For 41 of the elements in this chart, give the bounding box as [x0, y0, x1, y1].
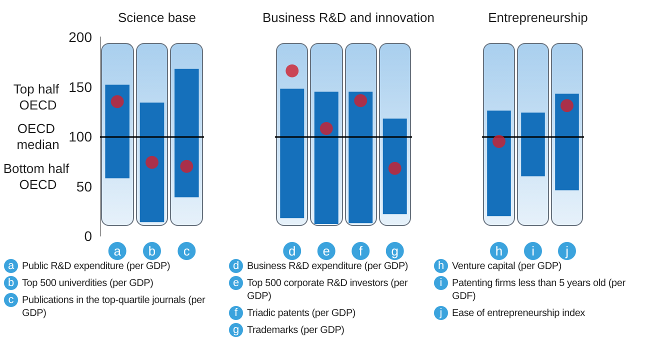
text: Triadic patents (per GDP): [247, 307, 356, 320]
text: Business R&D expenditure (per GDP): [247, 260, 408, 273]
y-tick-label: 200: [68, 29, 92, 45]
x-tick-label: a: [114, 244, 122, 258]
category-label: h: [438, 260, 444, 272]
category-label: g: [232, 324, 240, 336]
text: Top 500 univerdities (per GDP): [22, 277, 154, 290]
category-label: f: [234, 307, 238, 319]
category-label: b: [8, 277, 14, 289]
text: Bottom half OECD: [3, 160, 73, 192]
chart-title: Business R&D and innovation: [262, 10, 434, 25]
chart-title: Entrepreneurship: [488, 10, 588, 25]
y-tick-label: 150: [68, 78, 92, 95]
x-tick-label: c: [183, 244, 190, 258]
category-label: i: [440, 277, 442, 289]
category-label: j: [440, 307, 442, 319]
text: Public R&D expenditure (per GDP): [22, 260, 170, 273]
x-tick-label: e: [322, 244, 330, 258]
x-tick-label: b: [148, 244, 156, 258]
ref-line-label: OECD median: [16, 121, 60, 152]
text: Top half OECD: [13, 81, 63, 112]
category-label: a: [8, 260, 14, 272]
text: Venture capital (per GDP): [452, 260, 562, 273]
x-tick-label: f: [358, 244, 363, 258]
category-label: e: [232, 277, 240, 289]
category-label: c: [8, 294, 14, 306]
text: Top 500 corporate R&D investors (per GDP): [247, 277, 409, 303]
x-tick-label: g: [391, 244, 398, 258]
text: Trademarks (per GDP): [247, 324, 344, 337]
x-tick-label: i: [532, 244, 535, 258]
text: Patenting firms less than 5 years old (per GDF): [452, 277, 626, 303]
x-tick-label: d: [288, 244, 296, 258]
category-label: d: [232, 260, 240, 272]
y-tick-label: 0: [84, 228, 92, 244]
y-tick-label: 50: [76, 178, 92, 194]
chart-title: Science base: [118, 10, 196, 25]
x-tick-label: j: [564, 244, 569, 258]
text: Publications in the top-quartile journals (per GDP): [22, 294, 206, 320]
x-tick-label: h: [495, 244, 503, 258]
y-tick-label: 100: [68, 128, 92, 144]
text: Ease of entrepreneurship index: [452, 307, 585, 320]
